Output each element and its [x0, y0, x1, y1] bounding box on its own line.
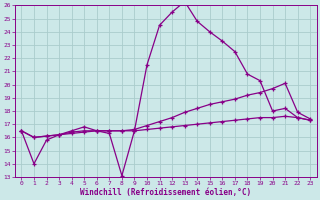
X-axis label: Windchill (Refroidissement éolien,°C): Windchill (Refroidissement éolien,°C) — [80, 188, 252, 197]
